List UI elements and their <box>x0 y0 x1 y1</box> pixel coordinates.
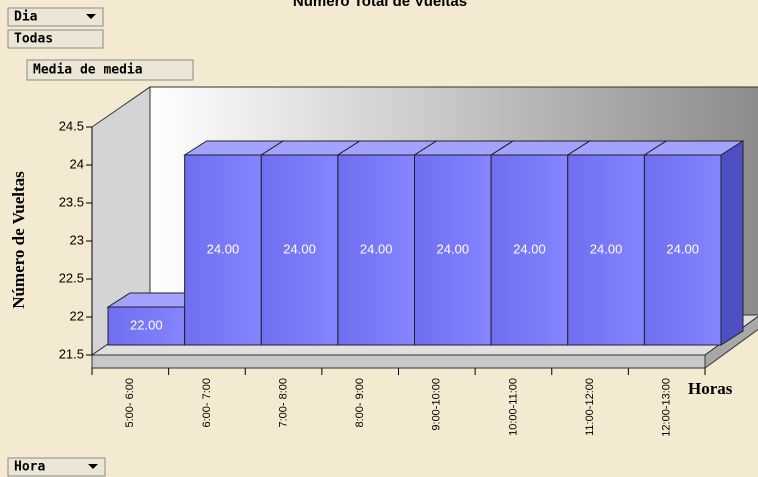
page-field[interactable]: Dia <box>14 10 38 25</box>
data-label: 22.00 <box>130 317 163 332</box>
y-tick-label: 23.5 <box>59 194 84 209</box>
page-value-box[interactable] <box>7 29 104 49</box>
y-tick-label: 23 <box>70 232 84 247</box>
dropdown-arrow[interactable] <box>86 14 96 19</box>
bar <box>337 154 415 346</box>
data-label: 24.00 <box>437 241 470 256</box>
row-field-button[interactable] <box>7 457 106 477</box>
bar <box>643 154 722 346</box>
x-tick-label: 5:00- 6:00 <box>124 378 136 428</box>
y-tick-label: 22 <box>70 308 84 323</box>
bar <box>490 154 569 346</box>
y-tick-label: 22.5 <box>59 270 84 285</box>
data-field[interactable]: Media de media <box>33 63 143 78</box>
x-tick-label: 11:00-12:00 <box>584 378 596 436</box>
x-tick-label: 6:00- 7:00 <box>201 378 213 428</box>
y-tick-label: 21.5 <box>59 346 84 361</box>
bar <box>567 154 645 346</box>
x-tick-label: 8:00- 9:00 <box>354 378 366 428</box>
x-tick-label: 9:00-10:00 <box>431 378 443 431</box>
x-axis-label: Horas <box>688 379 733 398</box>
data-label: 24.00 <box>360 241 393 256</box>
bar-side <box>720 140 744 346</box>
y-axis-label: Número de Vueltas <box>9 171 28 309</box>
page-value[interactable]: Todas <box>14 32 53 47</box>
y-tick-label: 24 <box>70 156 84 171</box>
data-label: 24.00 <box>666 241 699 256</box>
page-field-button[interactable] <box>7 7 104 27</box>
bar <box>107 306 186 346</box>
x-tick-label: 12:00-13:00 <box>661 378 673 437</box>
data-label: 24.00 <box>590 241 623 256</box>
floor-edge <box>91 354 706 369</box>
data-label: 24.00 <box>283 241 316 256</box>
data-field-button[interactable] <box>26 59 194 81</box>
x-tick-label: 7:00- 8:00 <box>277 378 289 428</box>
chart-title: Número Total de Vueltas <box>293 0 467 10</box>
row-field[interactable]: Hora <box>14 460 45 475</box>
dropdown-arrow[interactable] <box>88 464 98 469</box>
data-label: 24.00 <box>207 241 240 256</box>
bar <box>260 154 339 346</box>
y-tick-label: 24.5 <box>59 118 84 133</box>
x-tick-label: 10:00-11:00 <box>507 378 519 436</box>
bar <box>184 154 262 346</box>
data-label: 24.00 <box>513 241 546 256</box>
bar <box>414 154 492 346</box>
